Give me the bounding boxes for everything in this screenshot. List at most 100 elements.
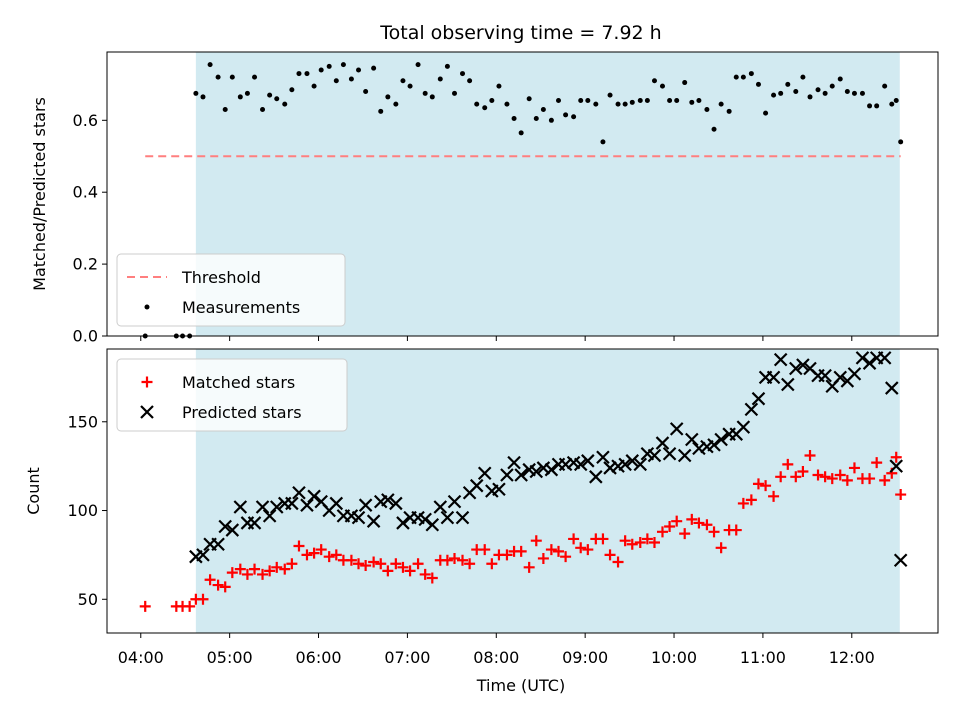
measurement-point	[622, 101, 628, 107]
predicted-stars-point	[381, 493, 395, 507]
measurement-point	[859, 90, 865, 96]
matched-stars-point	[664, 521, 676, 532]
matched-stars-point	[486, 558, 498, 570]
measurement-point	[444, 63, 450, 69]
measurement-point	[422, 90, 428, 96]
matched-stars-point	[782, 458, 794, 470]
matched-stars-point	[323, 551, 335, 563]
predicted-stars-point	[847, 367, 862, 381]
predicted-stars-point	[247, 516, 262, 530]
measurement-point	[748, 71, 754, 77]
predicted-stars-point	[425, 517, 440, 532]
matched-stars-point	[360, 560, 372, 572]
predicted-stars-point	[781, 377, 795, 392]
measurement-point	[207, 62, 213, 68]
matched-stars-point	[671, 515, 683, 527]
measurement-point	[867, 103, 873, 109]
matched-stars-point	[641, 533, 653, 545]
matched-stars-point	[449, 552, 461, 564]
matched-stars-point	[656, 526, 668, 538]
measurement-point	[215, 74, 221, 80]
measurement-point	[429, 94, 435, 100]
predicted-stars-point	[633, 457, 648, 472]
measurement-point	[504, 101, 510, 107]
matched-stars-point	[737, 497, 749, 509]
measurement-point	[385, 94, 391, 100]
measurement-point	[340, 62, 346, 68]
measurement-point	[718, 101, 724, 107]
measurement-point	[815, 87, 821, 93]
predicted-stars-point	[262, 509, 277, 523]
measurement-point	[460, 71, 466, 77]
predicted-stars-point	[596, 450, 610, 465]
measurement-point	[882, 83, 888, 89]
x-tick-label: 06:00	[295, 648, 341, 667]
matched-stars-point	[848, 462, 860, 474]
matched-stars-point	[226, 567, 238, 579]
matched-stars-point	[804, 450, 816, 461]
measurement-point	[733, 74, 739, 80]
matched-stars-point	[841, 474, 853, 486]
y-tick-label: 150	[67, 412, 98, 431]
predicted-stars-point	[751, 391, 766, 406]
legend-box	[116, 358, 348, 432]
predicted-stars-point	[862, 356, 877, 370]
predicted-stars-point	[447, 494, 462, 509]
predicted-stars-point	[618, 457, 632, 472]
matched-stars-point	[895, 489, 907, 501]
matched-stars-point	[234, 563, 246, 575]
matched-stars-point	[560, 551, 572, 563]
predicted-stars-point	[818, 368, 832, 383]
measurement-point	[600, 139, 606, 145]
x-axis-label: Time (UTC)	[476, 676, 565, 695]
predicted-stars-point	[766, 370, 781, 385]
y-tick-label: 0.4	[73, 183, 98, 202]
predicted-stars-point	[455, 510, 470, 525]
matched-stars-point	[701, 519, 713, 531]
matched-stars-point	[219, 581, 231, 593]
matched-stars-point	[679, 528, 691, 540]
predicted-stars-point	[477, 466, 492, 481]
legend-marker	[144, 304, 150, 310]
x-tick-label: 05:00	[207, 648, 253, 667]
predicted-stars-point	[269, 500, 284, 514]
x-tick-label: 07:00	[384, 648, 430, 667]
x-tick-label: 08:00	[473, 648, 519, 667]
y-axis-label: Matched/Predicted stars	[30, 97, 49, 291]
predicted-stars-point	[307, 489, 321, 504]
measurement-point	[296, 71, 302, 77]
predicted-stars-point	[655, 436, 670, 450]
matched-stars-point	[197, 593, 209, 605]
predicted-stars-point	[889, 459, 904, 473]
matched-stars-point	[279, 563, 291, 575]
measurement-point	[326, 63, 332, 69]
measurement-point	[252, 74, 258, 80]
matched-stars-point	[797, 465, 809, 477]
predicted-stars-point	[544, 462, 559, 477]
measurement-point	[793, 89, 799, 95]
measurement-point	[555, 98, 561, 104]
measurement-point	[644, 98, 650, 104]
measurement-point	[474, 101, 480, 107]
measurement-point	[893, 98, 899, 104]
y-tick-label: 50	[78, 590, 98, 609]
y-tick-label: 0.0	[73, 327, 98, 346]
matched-stars-point	[745, 494, 757, 506]
measurement-point	[807, 94, 813, 100]
matched-stars-point	[204, 574, 216, 586]
measurement-point	[260, 107, 266, 113]
measurement-point	[348, 76, 354, 82]
predicted-stars-point	[300, 498, 314, 512]
measurement-point	[237, 94, 243, 100]
predicted-stars-point	[789, 361, 803, 376]
predicted-stars-point	[796, 358, 810, 372]
chart-title: Total observing time = 7.92 h	[379, 22, 661, 44]
x-tick-label: 10:00	[651, 648, 697, 667]
matched-stars-point	[390, 558, 402, 570]
measurement-point	[193, 90, 199, 96]
measurement-point	[200, 94, 206, 100]
measurement-point	[489, 98, 495, 104]
measurement-point	[696, 98, 702, 104]
matched-stars-point	[693, 517, 705, 529]
